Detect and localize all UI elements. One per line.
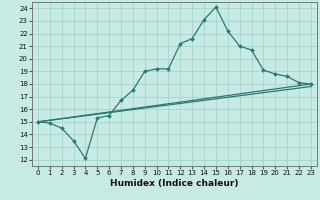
X-axis label: Humidex (Indice chaleur): Humidex (Indice chaleur) — [110, 179, 239, 188]
